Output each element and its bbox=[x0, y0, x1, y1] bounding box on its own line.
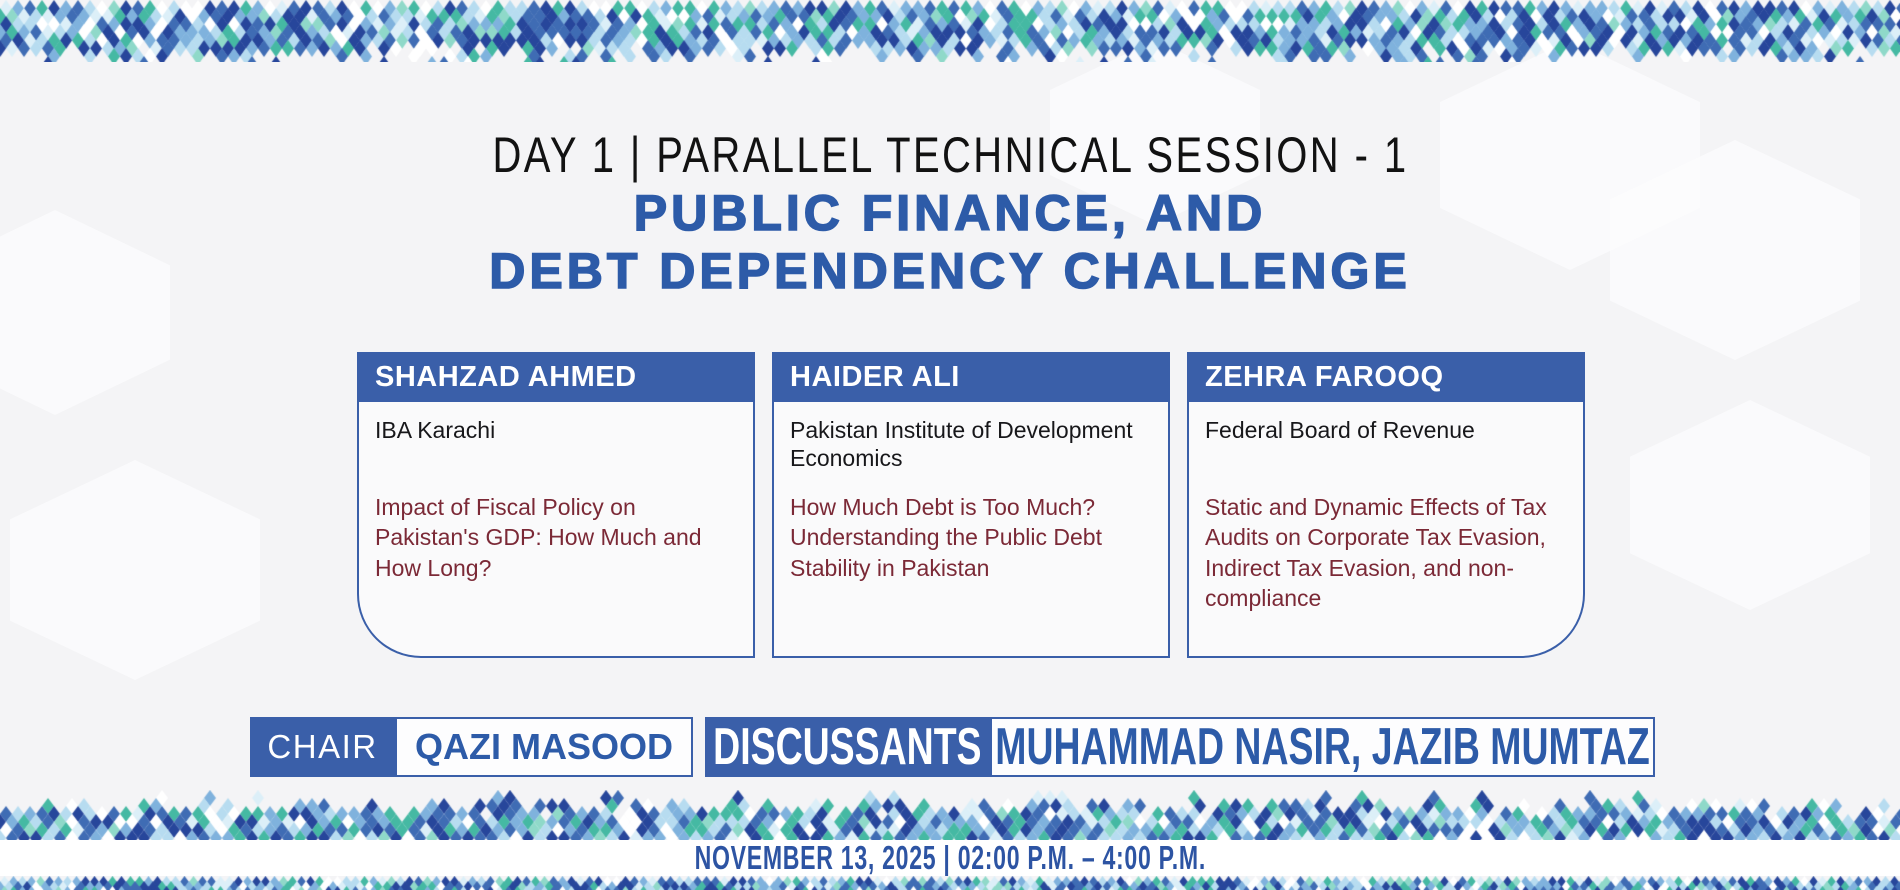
discussants-row: DISCUSSANTS MUHAMMAD NASIR, JAZIB MUMTAZ bbox=[705, 717, 1655, 777]
speaker-card-body: Pakistan Institute of Development Econom… bbox=[772, 402, 1170, 658]
hexagon-decoration bbox=[10, 460, 260, 680]
mosaic-border-middle bbox=[0, 790, 1900, 842]
speaker-card: ZEHRA FAROOQ Federal Board of Revenue St… bbox=[1187, 352, 1585, 658]
discussants-label-text: DISCUSSANTS bbox=[713, 718, 982, 776]
session-title-line2: DEBT DEPENDENCY CHALLENGE bbox=[488, 242, 1411, 300]
mosaic-border-bottom bbox=[0, 876, 1900, 890]
session-kicker: DAY 1 | PARALLEL TECHNICAL SESSION - 1 bbox=[0, 126, 1900, 184]
chair-label: CHAIR bbox=[250, 717, 395, 777]
discussants-names-text: MUHAMMAD NASIR, JAZIB MUMTAZ bbox=[995, 718, 1650, 776]
speaker-affiliation: Pakistan Institute of Development Econom… bbox=[790, 417, 1133, 472]
speaker-cards: SHAHZAD AHMED IBA Karachi Impact of Fisc… bbox=[357, 352, 1585, 658]
date-banner: NOVEMBER 13, 2025 | 02:00 P.M. – 4:00 P.… bbox=[0, 839, 1900, 876]
session-title-line1: PUBLIC FINANCE, AND bbox=[633, 184, 1267, 242]
speaker-card-body: Federal Board of Revenue Static and Dyna… bbox=[1187, 402, 1585, 658]
speaker-card: SHAHZAD AHMED IBA Karachi Impact of Fisc… bbox=[357, 352, 755, 658]
speaker-name: SHAHZAD AHMED bbox=[357, 352, 755, 402]
discussants-label: DISCUSSANTS bbox=[705, 717, 990, 777]
speaker-affiliation: Federal Board of Revenue bbox=[1205, 417, 1475, 443]
paper-title: Static and Dynamic Effects of Tax Audits… bbox=[1205, 494, 1547, 612]
speaker-affiliation: IBA Karachi bbox=[375, 417, 496, 443]
session-title: PUBLIC FINANCE, AND DEBT DEPENDENCY CHAL… bbox=[0, 184, 1900, 300]
speaker-card-body: IBA Karachi Impact of Fiscal Policy on P… bbox=[357, 402, 755, 658]
speaker-name: ZEHRA FAROOQ bbox=[1187, 352, 1585, 402]
mosaic-border-top bbox=[0, 0, 1900, 62]
paper-title: Impact of Fiscal Policy on Pakistan's GD… bbox=[375, 494, 702, 581]
discussants-names: MUHAMMAD NASIR, JAZIB MUMTAZ bbox=[990, 717, 1655, 777]
hexagon-decoration bbox=[1630, 400, 1870, 610]
session-kicker-text: DAY 1 | PARALLEL TECHNICAL SESSION - 1 bbox=[492, 127, 1408, 183]
speaker-card: HAIDER ALI Pakistan Institute of Develop… bbox=[772, 352, 1170, 658]
chair-name: QAZI MASOOD bbox=[395, 717, 693, 777]
chair-row: CHAIR QAZI MASOOD bbox=[250, 717, 693, 777]
paper-title: How Much Debt is Too Much? Understanding… bbox=[790, 494, 1102, 581]
speaker-name: HAIDER ALI bbox=[772, 352, 1170, 402]
date-banner-text: NOVEMBER 13, 2025 | 02:00 P.M. – 4:00 P.… bbox=[694, 839, 1206, 876]
